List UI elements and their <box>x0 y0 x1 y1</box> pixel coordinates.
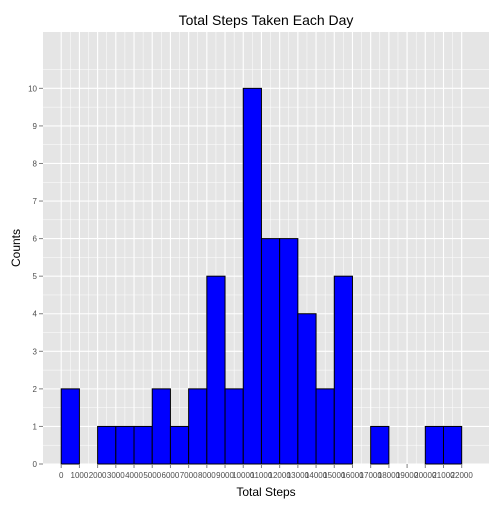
bar-group <box>60 87 463 465</box>
y-tick-label: 9 <box>33 122 38 131</box>
x-tick-label: 20000 <box>414 471 437 480</box>
histogram-bar <box>188 388 208 465</box>
x-tick-label: 18000 <box>378 471 401 480</box>
x-tick-label: 19000 <box>396 471 419 480</box>
histogram-bar <box>206 275 226 465</box>
y-tick-label: 1 <box>33 422 38 431</box>
histogram-bar <box>279 238 299 465</box>
histogram-bar <box>424 425 444 465</box>
y-tick-label: 3 <box>33 347 38 356</box>
histogram-bar <box>97 425 117 465</box>
histogram-bar <box>297 313 317 465</box>
histogram-bar <box>333 275 353 465</box>
x-tick-label: 8000 <box>198 471 216 480</box>
histogram-bar <box>115 425 135 465</box>
x-tick-label: 21000 <box>432 471 455 480</box>
x-tick-label: 5000 <box>143 471 161 480</box>
x-tick-label: 15000 <box>323 471 346 480</box>
x-tick-label: 10000 <box>232 471 255 480</box>
y-tick-label: 5 <box>33 272 38 281</box>
x-tick-label: 1000 <box>71 471 89 480</box>
x-tick-label: 16000 <box>341 471 364 480</box>
x-tick-label: 0 <box>59 471 64 480</box>
x-tick-label: 11000 <box>251 471 273 480</box>
histogram-bar <box>315 388 335 465</box>
y-axis-ticks: 0 1 2 3 4 5 6 7 8 9 10 <box>28 84 43 469</box>
histogram-bar <box>151 388 171 465</box>
x-tick-label: 3000 <box>107 471 125 480</box>
x-tick-label: 6000 <box>162 471 180 480</box>
histogram-bar <box>442 425 463 465</box>
histogram-bar <box>60 388 80 465</box>
chart-title: Total Steps Taken Each Day <box>179 12 354 28</box>
histogram-bar <box>169 425 190 465</box>
y-axis-title: Counts <box>9 229 23 267</box>
x-tick-label: 17000 <box>360 471 383 480</box>
x-tick-label: 12000 <box>269 471 292 480</box>
y-tick-label: 6 <box>33 235 38 244</box>
x-tick-label: 13000 <box>287 471 310 480</box>
y-tick-label: 4 <box>33 310 38 319</box>
histogram-bar <box>260 238 281 465</box>
histogram-bar <box>242 87 262 465</box>
y-tick-label: 7 <box>33 197 38 206</box>
histogram-bar <box>370 425 390 465</box>
histogram-bar <box>224 388 244 465</box>
y-tick-label: 2 <box>33 385 38 394</box>
x-tick-label: 22000 <box>451 471 474 480</box>
x-tick-label: 7000 <box>180 471 198 480</box>
y-tick-label: 0 <box>33 460 38 469</box>
x-axis-ticks: 0 1000 2000 3000 4000 5000 6000 7000 8000 9000100… <box>59 464 473 480</box>
x-tick-label: 4000 <box>125 471 143 480</box>
y-tick-label: 10 <box>28 84 37 93</box>
y-tick-label: 8 <box>33 159 38 168</box>
x-tick-label: 14000 <box>305 471 328 480</box>
x-axis-title: Total Steps <box>236 485 295 499</box>
x-tick-label: 2000 <box>89 471 107 480</box>
x-tick-label: 9000 <box>216 471 234 480</box>
histogram-bar <box>133 425 153 465</box>
